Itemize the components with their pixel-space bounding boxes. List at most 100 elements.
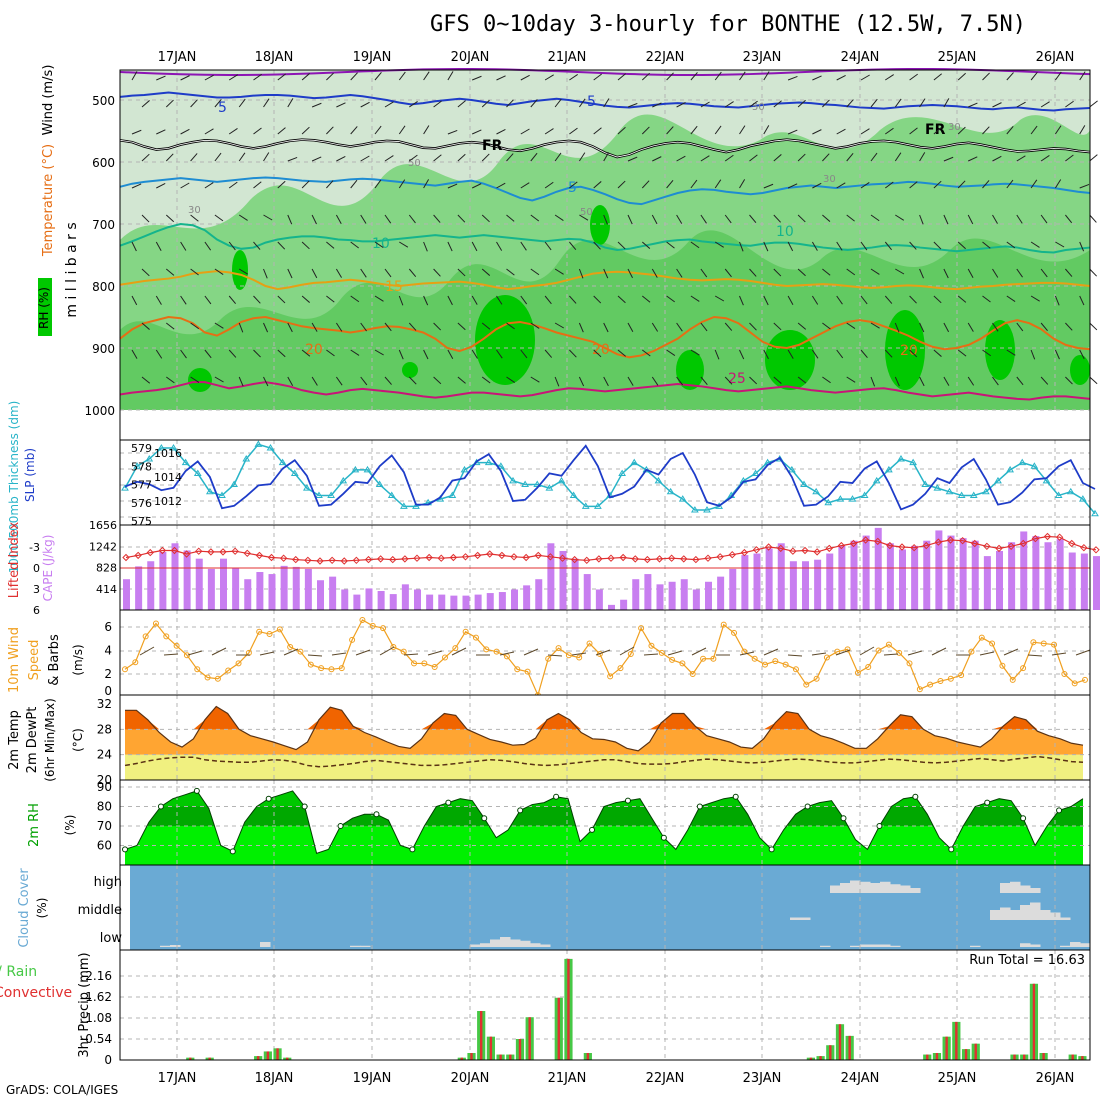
wind-barb (676, 155, 686, 162)
temperature-contour (119, 222, 1091, 254)
wind-barb (797, 322, 807, 330)
wind-speed-line (124, 619, 1086, 697)
li-marker (389, 555, 397, 564)
slp-line (124, 444, 1096, 511)
wind-barb (836, 75, 846, 81)
wind-barb (870, 376, 876, 387)
wind-barb-10m (859, 646, 875, 656)
wind-speed-marker (999, 662, 1006, 669)
wind-barb (787, 349, 794, 359)
thickness-marker (181, 458, 190, 466)
date-label-top: 18JAN (255, 50, 294, 65)
wind-barb (578, 322, 584, 333)
thickness-marker (351, 465, 360, 473)
precip-bar-convective (460, 1057, 463, 1060)
date-label-top: 24JAN (841, 50, 880, 65)
wind-barb (131, 129, 142, 135)
wind-barb-10m (259, 651, 275, 656)
precip-bar-convective (964, 1049, 968, 1060)
wind-barb (666, 72, 674, 81)
li-marker (680, 555, 688, 563)
wind-barb-10m (547, 654, 563, 657)
li-marker (413, 554, 421, 562)
cape-bar (571, 558, 579, 610)
wind-barb (156, 183, 166, 189)
cape-bar (450, 595, 458, 610)
wind-barb (447, 241, 453, 252)
wind-barb (1089, 376, 1098, 385)
wind-barb (943, 376, 950, 386)
li-marker (813, 548, 821, 556)
precip-bar-convective (838, 1024, 842, 1060)
thickness-marker (1018, 458, 1027, 466)
temperature-contour (119, 315, 1091, 359)
wind-barb (860, 128, 870, 135)
rh2m-marker (732, 793, 739, 800)
wind-barb (214, 152, 222, 162)
wind-barb (933, 241, 942, 250)
wind-barb (641, 180, 650, 189)
thickness-marker (945, 487, 954, 495)
wind-barb (506, 153, 514, 162)
cape-bar (886, 543, 894, 610)
wind-barb (423, 179, 430, 189)
wind-barb-10m (571, 652, 587, 656)
wind-barb (569, 181, 578, 189)
li-marker (352, 556, 361, 565)
cape-bar (401, 584, 409, 610)
wind-barb (967, 156, 978, 162)
date-label-top: 17JAN (158, 50, 197, 65)
thickness-marker (1030, 462, 1039, 469)
wind-barb (617, 241, 626, 250)
wind-barb (350, 349, 360, 356)
contour-label: 20 (305, 342, 323, 358)
wind-barb (408, 322, 417, 331)
wind-speed-marker (359, 616, 366, 623)
wind-barb (277, 241, 286, 250)
wind-barb (544, 349, 553, 358)
wind-speed-marker (142, 633, 149, 640)
wind-barb (787, 183, 798, 189)
wind-barb-10m (907, 650, 923, 656)
wind-barb (603, 98, 610, 108)
li-tick-label: -3 (29, 541, 40, 554)
li-marker (534, 551, 542, 560)
wind-speed-marker (1020, 665, 1027, 672)
thickness-marker (1054, 491, 1063, 498)
wind-barb-10m (211, 647, 227, 656)
cape-bar (729, 568, 737, 610)
wind-barb (506, 322, 515, 330)
wind-barb (860, 181, 870, 189)
wind-frame (119, 609, 1091, 696)
contour-label: 50 (408, 158, 421, 169)
cape-bar (317, 580, 324, 610)
wind-barb (520, 241, 527, 251)
wind-barb (943, 98, 950, 108)
li-marker (461, 553, 470, 561)
cape-bar (838, 545, 846, 610)
li-marker (146, 548, 154, 557)
li-marker (934, 538, 943, 546)
wind-barb (982, 72, 990, 81)
wind-speed-marker (989, 640, 996, 647)
wind-barb (884, 181, 894, 189)
thickness-marker (836, 495, 845, 502)
wind-barb (131, 241, 137, 252)
temperature-contour (119, 381, 1091, 401)
li-marker (825, 544, 833, 553)
wind-speed-marker (968, 648, 975, 655)
wind-barb-10m (619, 646, 635, 656)
cape-bar (304, 568, 312, 610)
wind-speed-marker (173, 642, 180, 649)
li-marker (292, 555, 300, 564)
wind-barb (204, 295, 212, 305)
wind-tick-label: 0 (104, 684, 112, 698)
wind-barb (1006, 349, 1016, 356)
thickness-marker (1078, 495, 1087, 502)
wind-barb (787, 129, 798, 135)
wind-barb-10m (403, 653, 419, 656)
cape-bar (935, 530, 943, 610)
wind-barb (214, 376, 224, 383)
wind-barb (253, 349, 261, 358)
cape-bar (195, 558, 203, 610)
